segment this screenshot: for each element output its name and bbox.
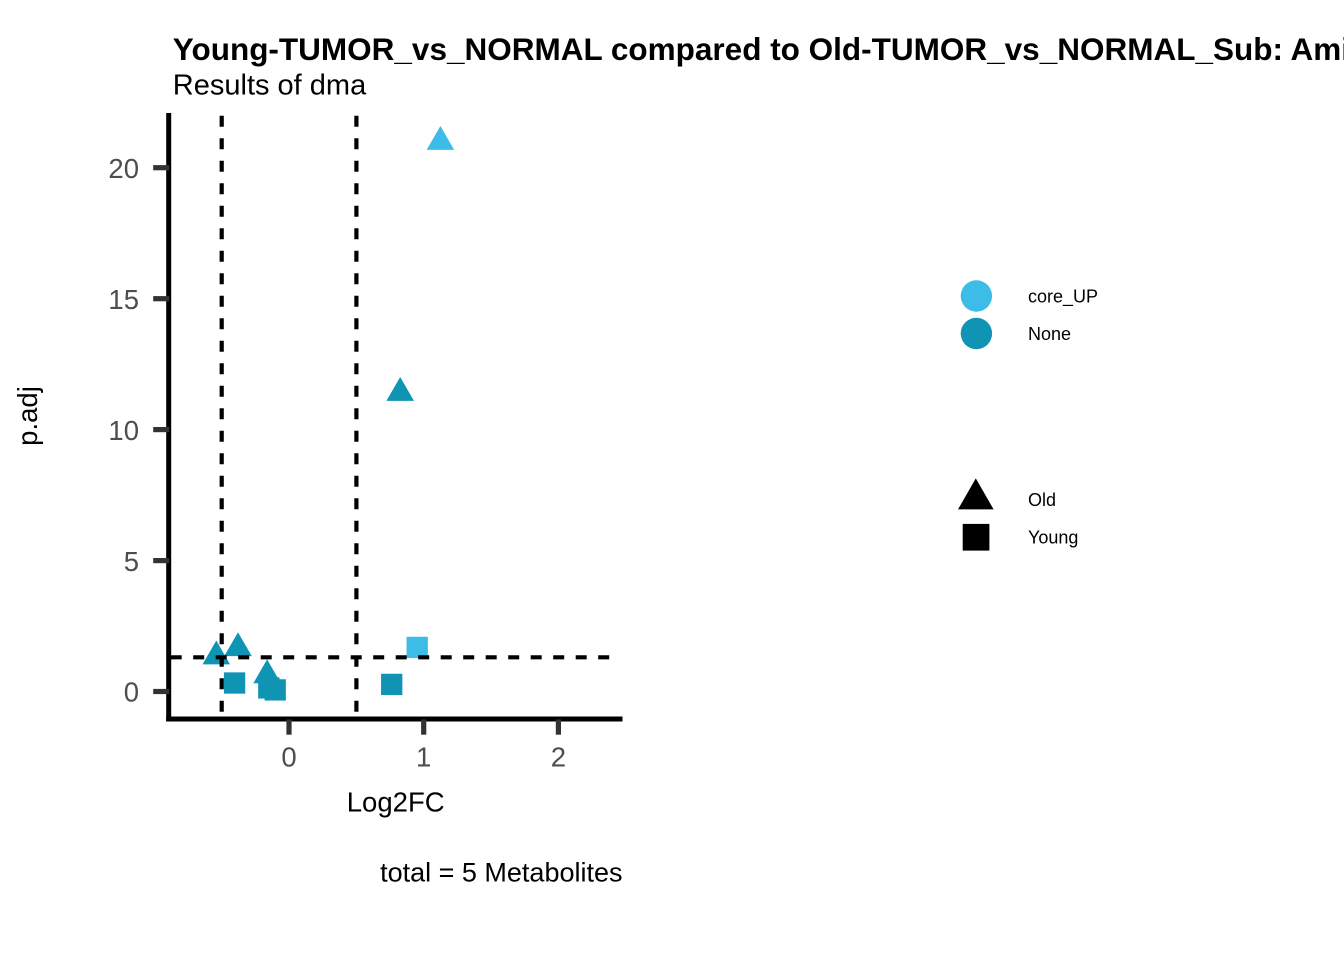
svg-text:total = 5 Metabolites: total = 5 Metabolites: [380, 858, 622, 888]
svg-text:p.adj: p.adj: [12, 386, 43, 446]
svg-text:Young-TUMOR_vs_NORMAL compared: Young-TUMOR_vs_NORMAL compared to Old-TU…: [173, 31, 1344, 67]
svg-text:core_UP: core_UP: [1028, 286, 1098, 307]
svg-text:20: 20: [108, 153, 139, 184]
svg-text:None: None: [1028, 324, 1071, 344]
svg-text:Log2FC: Log2FC: [347, 787, 445, 818]
svg-text:1: 1: [416, 742, 431, 773]
svg-text:Results of dma: Results of dma: [173, 70, 367, 102]
svg-text:0: 0: [124, 677, 139, 708]
svg-text:0: 0: [281, 742, 296, 773]
svg-text:Young: Young: [1028, 527, 1078, 547]
svg-text:2: 2: [551, 742, 566, 773]
svg-text:10: 10: [108, 415, 139, 446]
svg-text:15: 15: [108, 284, 139, 315]
svg-text:5: 5: [124, 546, 139, 577]
svg-text:Old: Old: [1028, 490, 1056, 510]
